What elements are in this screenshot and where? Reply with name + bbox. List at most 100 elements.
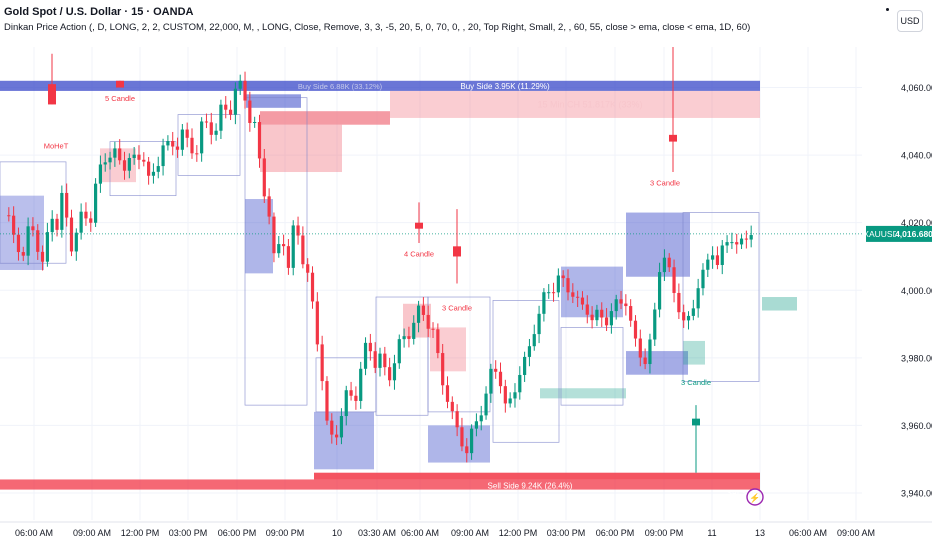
- candle-body: [503, 386, 507, 404]
- x-tick-label: 11: [707, 528, 716, 538]
- candle-body: [715, 255, 720, 265]
- candle-body: [561, 275, 565, 279]
- x-tick-label: 09:00 PM: [266, 528, 305, 538]
- candle-body: [412, 322, 416, 339]
- candle-body: [682, 312, 686, 321]
- candle-body: [55, 218, 59, 230]
- candle-body: [127, 157, 131, 171]
- candle-body: [16, 234, 21, 253]
- candle-body: [65, 192, 69, 218]
- candle-body: [494, 368, 498, 372]
- candle-body: [421, 305, 425, 315]
- current-price-label: 4,016.680: [895, 229, 932, 239]
- candle-body: [383, 353, 387, 368]
- candle-body: [40, 251, 45, 262]
- x-tick-label: 06:00 PM: [596, 528, 635, 538]
- candle-body: [474, 421, 479, 429]
- signal-marker: [692, 418, 700, 426]
- candle-body: [604, 317, 609, 326]
- x-tick-label: 03:00 PM: [547, 528, 586, 538]
- candle-body: [132, 154, 136, 158]
- candle-body: [147, 161, 151, 176]
- candle-body: [657, 272, 662, 310]
- candle-body: [31, 226, 35, 231]
- candle-body: [725, 242, 729, 246]
- candle-body: [161, 145, 165, 167]
- candle-body: [407, 336, 411, 339]
- candle-body: [614, 299, 618, 312]
- candle-body: [431, 328, 435, 330]
- candle-body: [180, 129, 184, 150]
- price-axis[interactable]: 3,940.000 3,960.000 3,980.000 4,000.000 4,02…: [901, 83, 932, 498]
- candle-body: [653, 309, 657, 340]
- candle-body: [7, 215, 11, 217]
- candle-body: [267, 196, 271, 217]
- candle-body: [633, 320, 638, 339]
- candle-body: [465, 446, 469, 454]
- symbol-tag: [866, 225, 896, 242]
- candle-body: [233, 88, 237, 115]
- candle-body: [498, 371, 503, 387]
- candle-body: [388, 367, 392, 381]
- signal-label: 3 Candle: [650, 179, 680, 188]
- candle-body: [98, 164, 103, 184]
- candle-body: [590, 314, 594, 321]
- x-tick-label: 09:00 AM: [837, 528, 875, 538]
- candle-body: [624, 303, 628, 307]
- zones-layer: [0, 80, 797, 490]
- candle-body: [643, 357, 647, 365]
- candle-body: [238, 80, 242, 89]
- x-tick-label: 03:00 PM: [169, 528, 208, 538]
- chart-title[interactable]: Gold Spot / U.S. Dollar · 15 · OANDA: [4, 6, 194, 18]
- candle-body: [335, 434, 339, 438]
- candle-body: [363, 342, 368, 369]
- candle-body: [744, 238, 748, 240]
- zone-box: [428, 425, 490, 463]
- time-axis[interactable]: 06:00 AM 09:00 AM 12:00 PM 03:00 PM 06:00 PM…: [0, 521, 932, 538]
- signal-label: 5 Candle: [105, 94, 135, 103]
- candle-body: [489, 368, 493, 394]
- candle-body: [281, 244, 286, 247]
- candle-body: [12, 215, 16, 235]
- candle-body: [566, 278, 570, 293]
- candle-body: [330, 420, 334, 435]
- zone-label: Buy Side 3.95K (11.29%): [460, 82, 550, 91]
- candle-body: [426, 314, 430, 329]
- currency-button[interactable]: USD: [897, 10, 923, 32]
- zone-box: [626, 212, 690, 277]
- indicator-legend[interactable]: Dinkan Price Action (, D, LONG, 2, 2, CU…: [4, 22, 751, 33]
- candle-body: [518, 374, 522, 393]
- zone-box: [390, 90, 760, 118]
- zone-box: [540, 388, 626, 399]
- zone-label: Buy Side 6.88K (33.12%): [298, 82, 383, 91]
- candle-body: [219, 104, 223, 131]
- candle-body: [436, 329, 440, 354]
- candle-body: [89, 218, 93, 223]
- more-menu-icon[interactable]: [886, 8, 889, 11]
- candle-body: [508, 398, 512, 404]
- candle-body: [595, 309, 599, 321]
- candle-body: [576, 296, 580, 298]
- candle-body: [638, 338, 642, 358]
- zone-box: [683, 340, 705, 365]
- candle-body: [677, 292, 681, 313]
- candle-body: [253, 121, 257, 123]
- candle-body: [629, 306, 633, 321]
- signal-marker: [669, 134, 677, 142]
- candle-body: [84, 211, 88, 219]
- candle-body: [50, 218, 54, 233]
- candle-body: [151, 171, 156, 176]
- candle-body: [209, 122, 213, 135]
- candle-body: [248, 100, 252, 123]
- candle-body: [228, 109, 233, 115]
- candle-body: [320, 344, 324, 382]
- candle-body: [672, 267, 676, 293]
- candle-body: [195, 153, 199, 155]
- candle-body: [711, 255, 715, 260]
- candle-body: [397, 339, 401, 364]
- y-tick-label: 3,960.000: [901, 421, 932, 431]
- candle-body: [730, 242, 734, 244]
- candle-body: [551, 292, 556, 294]
